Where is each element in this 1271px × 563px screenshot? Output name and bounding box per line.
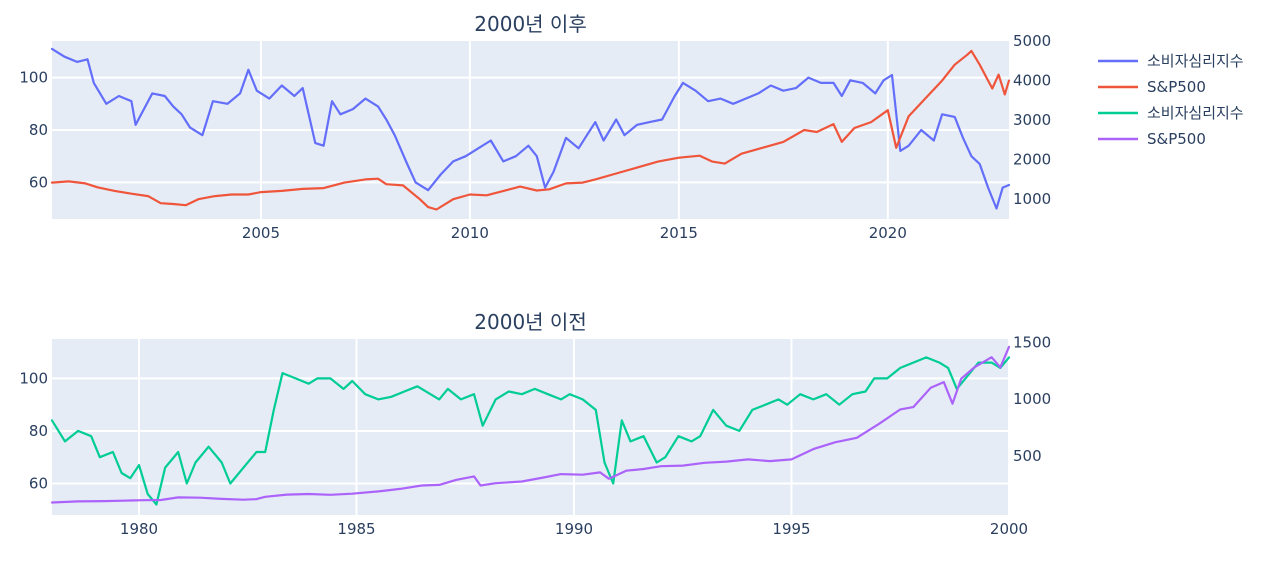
legend: 소비자심리지수 S&P500 소비자심리지수 S&P500: [1098, 52, 1244, 148]
subplot-title: 2000년 이후: [474, 12, 586, 36]
x-tick-label: 2000: [990, 520, 1028, 538]
y-right-tick-label: 1000: [1013, 190, 1051, 208]
y-left-tick-label: 80: [29, 121, 48, 139]
series-line-sp500: [50, 49, 1011, 211]
y-right-tick-label: 1500: [1013, 333, 1051, 351]
y-left-tick-label: 100: [19, 69, 48, 87]
subplot-1: 60 80 100 2005 2010 2015 2020 1000 2000 3000 4000 5…: [19, 12, 1051, 242]
series-line-sentiment: [50, 356, 1011, 506]
legend-label: S&P500: [1147, 130, 1206, 148]
series-line-sentiment: [50, 47, 1011, 210]
legend-label: 소비자심리지수: [1147, 52, 1244, 70]
y-left-tick-label: 80: [29, 422, 48, 440]
legend-label: S&P500: [1147, 78, 1206, 96]
subplot-2: 60 80 100 1980 1985 1990 1995 2000 500 1000 1500 20…: [19, 310, 1051, 538]
y-right-tick-label: 500: [1013, 447, 1042, 465]
series-line-sp500: [50, 345, 1011, 504]
y-right-tick-label: 3000: [1013, 111, 1051, 129]
x-tick-label: 1985: [337, 520, 375, 538]
y-right-tick-label: 5000: [1013, 32, 1051, 50]
y-right-tick-label: 1000: [1013, 390, 1051, 408]
x-tick-label: 2015: [660, 224, 698, 242]
y-left-tick-label: 60: [29, 474, 48, 492]
y-right-tick-label: 2000: [1013, 151, 1051, 169]
x-tick-label: 1990: [555, 520, 593, 538]
plot-background: [52, 339, 1009, 515]
x-tick-label: 2020: [869, 224, 907, 242]
x-tick-label: 2005: [242, 224, 280, 242]
x-tick-label: 2010: [451, 224, 489, 242]
y-left-tick-label: 60: [29, 173, 48, 191]
subplot-title: 2000년 이전: [474, 310, 586, 334]
y-right-tick-label: 4000: [1013, 72, 1051, 90]
y-left-tick-label: 100: [19, 369, 48, 387]
legend-label: 소비자심리지수: [1147, 104, 1244, 122]
x-tick-label: 1995: [772, 520, 810, 538]
x-tick-label: 1980: [120, 520, 158, 538]
